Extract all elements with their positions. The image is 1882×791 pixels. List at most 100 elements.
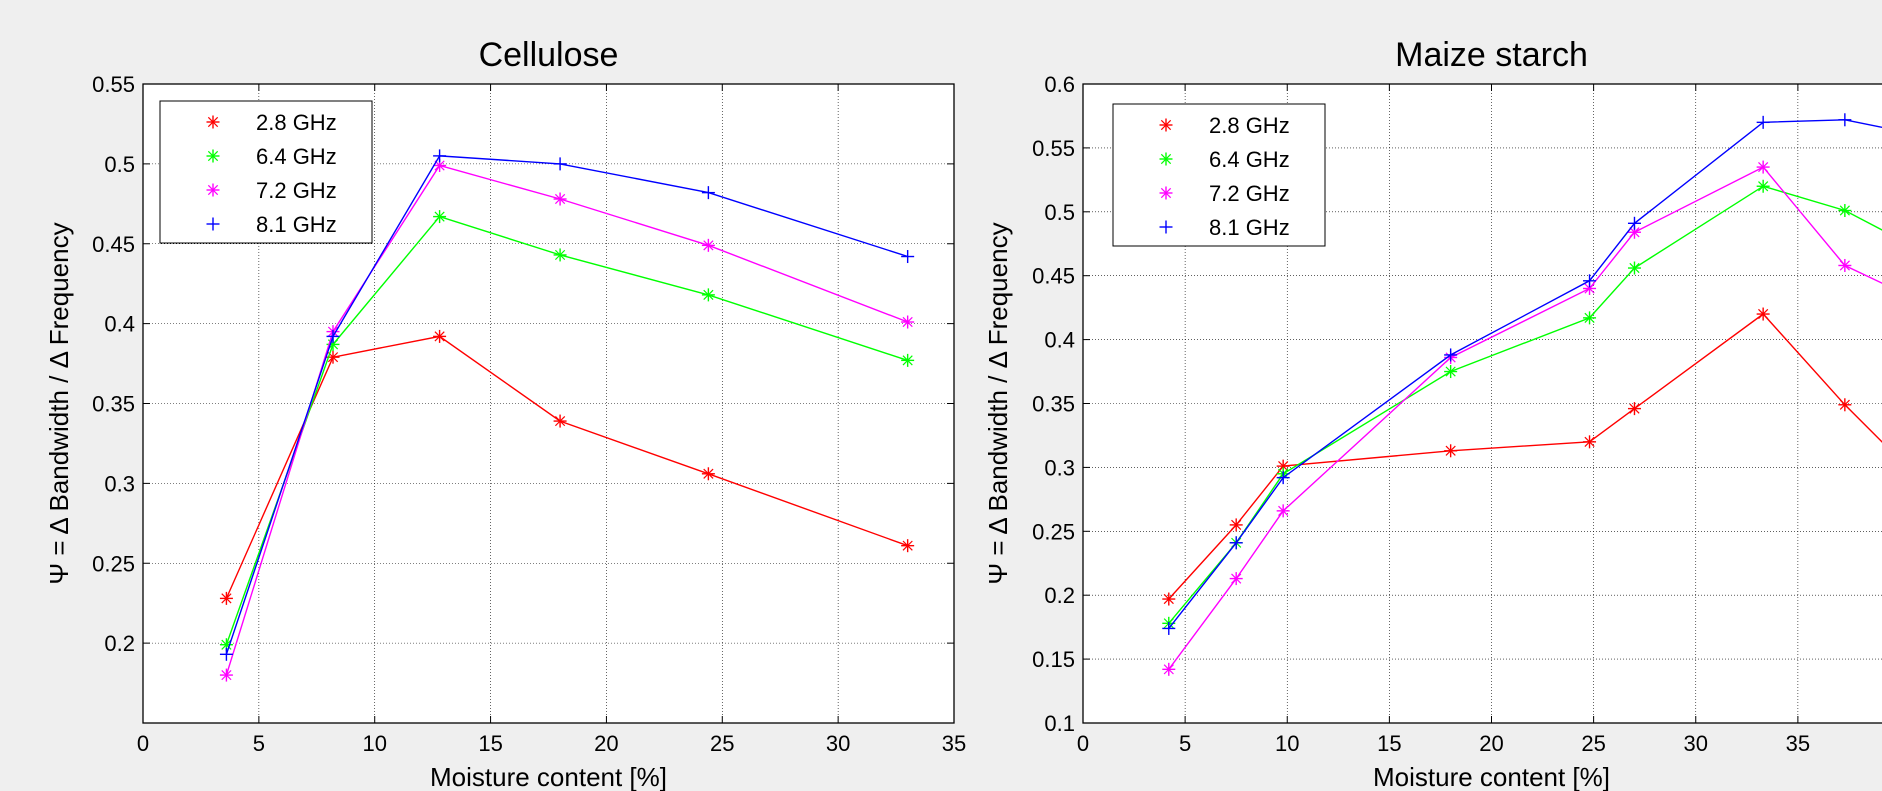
y-axis-label: Ψ = Δ Bandwidth / Δ Frequency [44, 222, 74, 584]
data-point-marker [1756, 179, 1770, 193]
marker-stroke-d2 [1163, 664, 1174, 675]
y-tick-label: 0.1 [1044, 711, 1075, 736]
data-point-marker [219, 647, 233, 661]
marker-stroke-d2 [1758, 161, 1769, 173]
x-tick-label: 0 [137, 731, 149, 756]
marker-stroke-d2 [1629, 403, 1640, 414]
x-tick-label: 5 [253, 731, 265, 756]
chart-maize-starch: 05101520253035400.10.150.20.250.30.350.4… [983, 36, 1882, 791]
legend-label: 2.8 GHz [256, 110, 337, 135]
data-point-marker [1627, 261, 1641, 275]
marker-stroke-d2 [902, 540, 913, 551]
data-point-marker [326, 329, 340, 343]
data-point-marker [553, 248, 567, 262]
data-point-marker [1276, 504, 1290, 518]
marker-stroke-d2 [1839, 260, 1850, 271]
marker-stroke-d2 [703, 289, 714, 300]
x-tick-label: 15 [478, 731, 502, 756]
marker-stroke-d2 [1629, 227, 1640, 238]
marker-stroke-d2 [1758, 181, 1769, 192]
x-tick-label: 25 [710, 731, 734, 756]
grid [143, 84, 954, 723]
marker-stroke-d2 [1278, 505, 1289, 516]
data-point-marker [1229, 536, 1243, 550]
data-point-marker [1838, 113, 1852, 127]
data-point-marker [553, 192, 567, 206]
data-point-marker [1229, 518, 1243, 532]
y-tick-label: 0.25 [92, 551, 135, 576]
data-point-marker [1756, 307, 1770, 321]
series-line [225, 215, 908, 645]
data-point-marker [553, 414, 567, 428]
data-point-marker [219, 638, 233, 652]
marker-stroke-d2 [554, 193, 566, 205]
marker-stroke-d2 [221, 639, 232, 650]
y-tick-label: 0.55 [92, 72, 135, 97]
y-axis-label: Ψ = Δ Bandwidth / Δ Frequency [983, 222, 1013, 584]
y-tick-label: 0.5 [104, 152, 135, 177]
series-6-4-ghz [1162, 179, 1882, 630]
series-line [225, 335, 908, 599]
series-line [225, 155, 908, 655]
data-point-marker [1838, 398, 1852, 412]
marker-stroke-d2 [703, 240, 714, 251]
series-8-1-ghz [1162, 113, 1882, 635]
chart-cellulose: 0 5 10 15 20 25 30 35 0.2 0.25 0.3 0.35 0.4 0.45 0.5 0.… [44, 36, 966, 791]
x-tick-label: 20 [594, 731, 618, 756]
marker-stroke-d2 [221, 669, 232, 681]
legend-label: 7.2 GHz [256, 178, 337, 203]
ticks: 0 5 10 15 20 25 30 35 0.2 0.25 0.3 0.35 0.4 0.45 0.5 0.… [92, 72, 966, 756]
marker-stroke-d2 [1278, 461, 1289, 472]
data-point-marker [901, 353, 915, 367]
data-point-marker [701, 238, 715, 252]
marker-stroke-d2 [207, 150, 219, 162]
data-point-marker [901, 250, 915, 264]
legend-item: 8.1 GHz [1159, 215, 1290, 240]
x-tick-label: 5 [1179, 731, 1191, 756]
y-tick-label: 0.35 [92, 392, 135, 417]
y-tick-label: 0.2 [104, 631, 135, 656]
legend-label: 8.1 GHz [256, 212, 337, 237]
data-point-marker [1444, 444, 1458, 458]
marker-stroke-d2 [1758, 308, 1769, 320]
marker-stroke-d2 [1231, 519, 1242, 531]
data-point-marker [219, 668, 233, 682]
x-tick-label: 35 [1786, 731, 1810, 756]
x-tick-label: 10 [1275, 731, 1299, 756]
marker-stroke-d2 [1231, 573, 1242, 584]
marker-stroke-d2 [327, 352, 339, 363]
data-point-marker [1627, 402, 1641, 416]
y-tick-label: 0.4 [104, 312, 135, 337]
ticks: 05101520253035400.10.150.20.250.30.350.4… [1032, 72, 1810, 756]
legend-label: 8.1 GHz [1209, 215, 1290, 240]
legend-item: 7.2 GHz [206, 178, 337, 203]
y-tick-label: 0.3 [1044, 455, 1075, 480]
legend: 2.8 GHz 6.4 GHz 7.2 GHz 8.1 GHz [159, 100, 373, 244]
x-tick-label: 15 [1377, 731, 1401, 756]
legend-label: 7.2 GHz [1209, 181, 1290, 206]
data-point-marker [1159, 220, 1173, 234]
marker-stroke-d2 [1160, 119, 1172, 131]
data-point-marker [1159, 118, 1173, 132]
data-point-marker [1583, 435, 1597, 449]
marker-stroke-d2 [1160, 187, 1172, 199]
y-tick-label: 0.15 [1032, 647, 1075, 672]
series-2-8-ghz [1162, 307, 1882, 606]
x-tick-label: 0 [1077, 731, 1089, 756]
legend-item: 6.4 GHz [1159, 147, 1290, 172]
y-tick-label: 0.45 [1032, 264, 1075, 289]
data-point-marker [1444, 348, 1458, 362]
data-point-marker [1583, 274, 1597, 288]
data-point-marker [1159, 152, 1173, 166]
legend-item: 2.8 GHz [1159, 113, 1290, 138]
legend-item: 7.2 GHz [1159, 181, 1290, 206]
series-layer [219, 149, 915, 682]
data-point-marker [1162, 662, 1176, 676]
x-tick-label: 30 [826, 731, 850, 756]
data-point-marker [701, 467, 715, 481]
data-point-marker [206, 217, 220, 231]
marker-stroke-d2 [434, 160, 445, 171]
marker-stroke-d2 [1839, 205, 1850, 216]
marker-stroke-d2 [1629, 262, 1640, 274]
data-point-marker [1229, 572, 1243, 586]
